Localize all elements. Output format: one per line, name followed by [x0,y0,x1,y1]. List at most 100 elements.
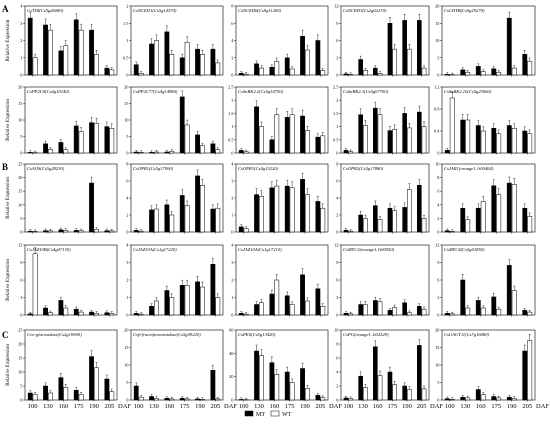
bar-wt [200,399,205,401]
bar-wt [259,355,264,401]
x-unit-label: DAF [118,403,131,410]
bar-wt [527,340,533,401]
bar-mt [58,229,64,233]
panel-title: Cvβ-fructofuranosidase(Cs5g09220) [133,332,201,337]
y-tick-label: 8 [336,342,339,347]
bar-wt [348,398,353,401]
y-tick-label: 2 [231,98,233,103]
bar-wt [511,184,517,233]
bar-mt [58,300,64,316]
x-unit-label: DAF [224,403,237,410]
bar-mt [73,230,79,233]
bar-wt [274,114,280,154]
y-tick-label: 1 [231,213,233,218]
panel-title: CsJAZ10B(Cs4g07130) [27,247,71,252]
bar-mt [27,313,33,316]
bar-mt [522,207,528,233]
y-tick-label: 9 [437,260,440,265]
panel-frame [441,163,536,233]
bar-mt [284,371,290,401]
y-tick-label: 20 [18,175,23,180]
y-tick-label: 20 [435,4,440,9]
y-tick-label: 8 [336,162,339,167]
bar-mt [315,201,321,233]
y-tick-label: 3 [231,260,234,265]
bar-mt [179,57,185,76]
bar-wt [169,297,175,316]
bar-wt [109,391,115,401]
panel-title: CsJAZ10A(Cs1g17210) [238,247,282,252]
bar-wt [94,313,99,316]
bar-wt [215,297,221,316]
bar-wt [200,286,205,316]
x-tick-label: 100 [445,403,455,410]
bar-wt [377,219,383,233]
bar-mt [149,152,154,154]
y-tick-label: 4 [336,370,339,375]
bar-wt [527,311,533,316]
bar-wt [94,54,99,76]
panel-5: CsCHYB(Cs9g19270) 0 5 10 15 20 [435,4,536,78]
y-axis-label: Relative Expression [5,99,11,141]
bar-wt [94,123,99,154]
bar-wt [32,57,38,76]
bar-mt [444,74,450,76]
panel-title: CsCHYB(Cs9g19270) [444,8,485,13]
bar-mt [387,23,393,76]
bar-wt [200,54,205,76]
panel-frame [235,244,329,316]
y-tick-label: 20 [18,85,23,90]
panel-22: Cvβ-fructofuranosidase(Cs5g09220) 0 5 10 15 2… [124,328,224,403]
bar-wt [449,231,455,233]
bar-mt [506,125,512,154]
panel-4: CsNCED3(Cs2g02270) 0 3 6 9 12 [334,4,430,78]
bar-mt [522,54,528,76]
y-tick-label: 0 [437,73,440,78]
y-tick-label: 4 [231,162,234,167]
panel-frame [340,163,430,233]
bar-wt [63,149,69,154]
bar-wt [109,128,115,154]
y-tick-label: 6 [437,189,440,194]
bar-mt [58,377,64,401]
y-tick-label: 20 [124,328,129,333]
bar-wt [200,185,205,233]
y-tick-label: 12 [18,243,22,248]
panel-11: CsAOS(Cs5g28230) 0 5 10 15 20 25 Relative Expre… [5,162,118,235]
bar-wt [377,73,383,76]
bar-mt [43,143,48,154]
panel-title: CsAOS(Cs5g28230) [27,166,65,171]
bar-wt [511,290,517,316]
bar-mt [238,226,244,233]
bar-mt [210,264,216,316]
bar-wt [289,68,295,76]
bar-mt [43,230,48,233]
bar-wt [511,398,517,401]
bar-mt [269,293,275,316]
bar-mt [417,111,422,154]
panel-frame [130,329,224,401]
bar-wt [305,300,310,316]
bar-wt [274,60,280,76]
bar-mt [417,20,422,76]
bar-mt [133,230,139,233]
panel-title: CsSnRK2.2(Cs5g34750) [238,89,284,94]
y-tick-label: 0 [20,230,23,235]
bar-mt [195,48,200,76]
bar-mt [460,119,466,154]
y-tick-label: 0.4 [434,129,440,134]
bar-mt [27,230,33,233]
y-tick-label: 0 [20,151,23,156]
panel-12: CsOPR1(Cs5g17900) 0 2 4 6 8 [126,162,224,235]
panel-3: CsNCED6(Cs9g11260) 0 2 4 6 8 [231,4,329,78]
bar-mt [179,285,185,316]
y-tick-label: 6 [437,278,440,283]
panel-frame [235,163,329,233]
panel-title: CsTDI(Cs5g26080) [27,8,64,13]
bar-mt [343,150,349,154]
bar-mt [444,313,450,316]
y-tick-label: 20 [435,328,440,333]
bar-mt [491,396,497,401]
bar-wt [243,313,249,316]
x-tick-label: 130 [460,403,470,410]
